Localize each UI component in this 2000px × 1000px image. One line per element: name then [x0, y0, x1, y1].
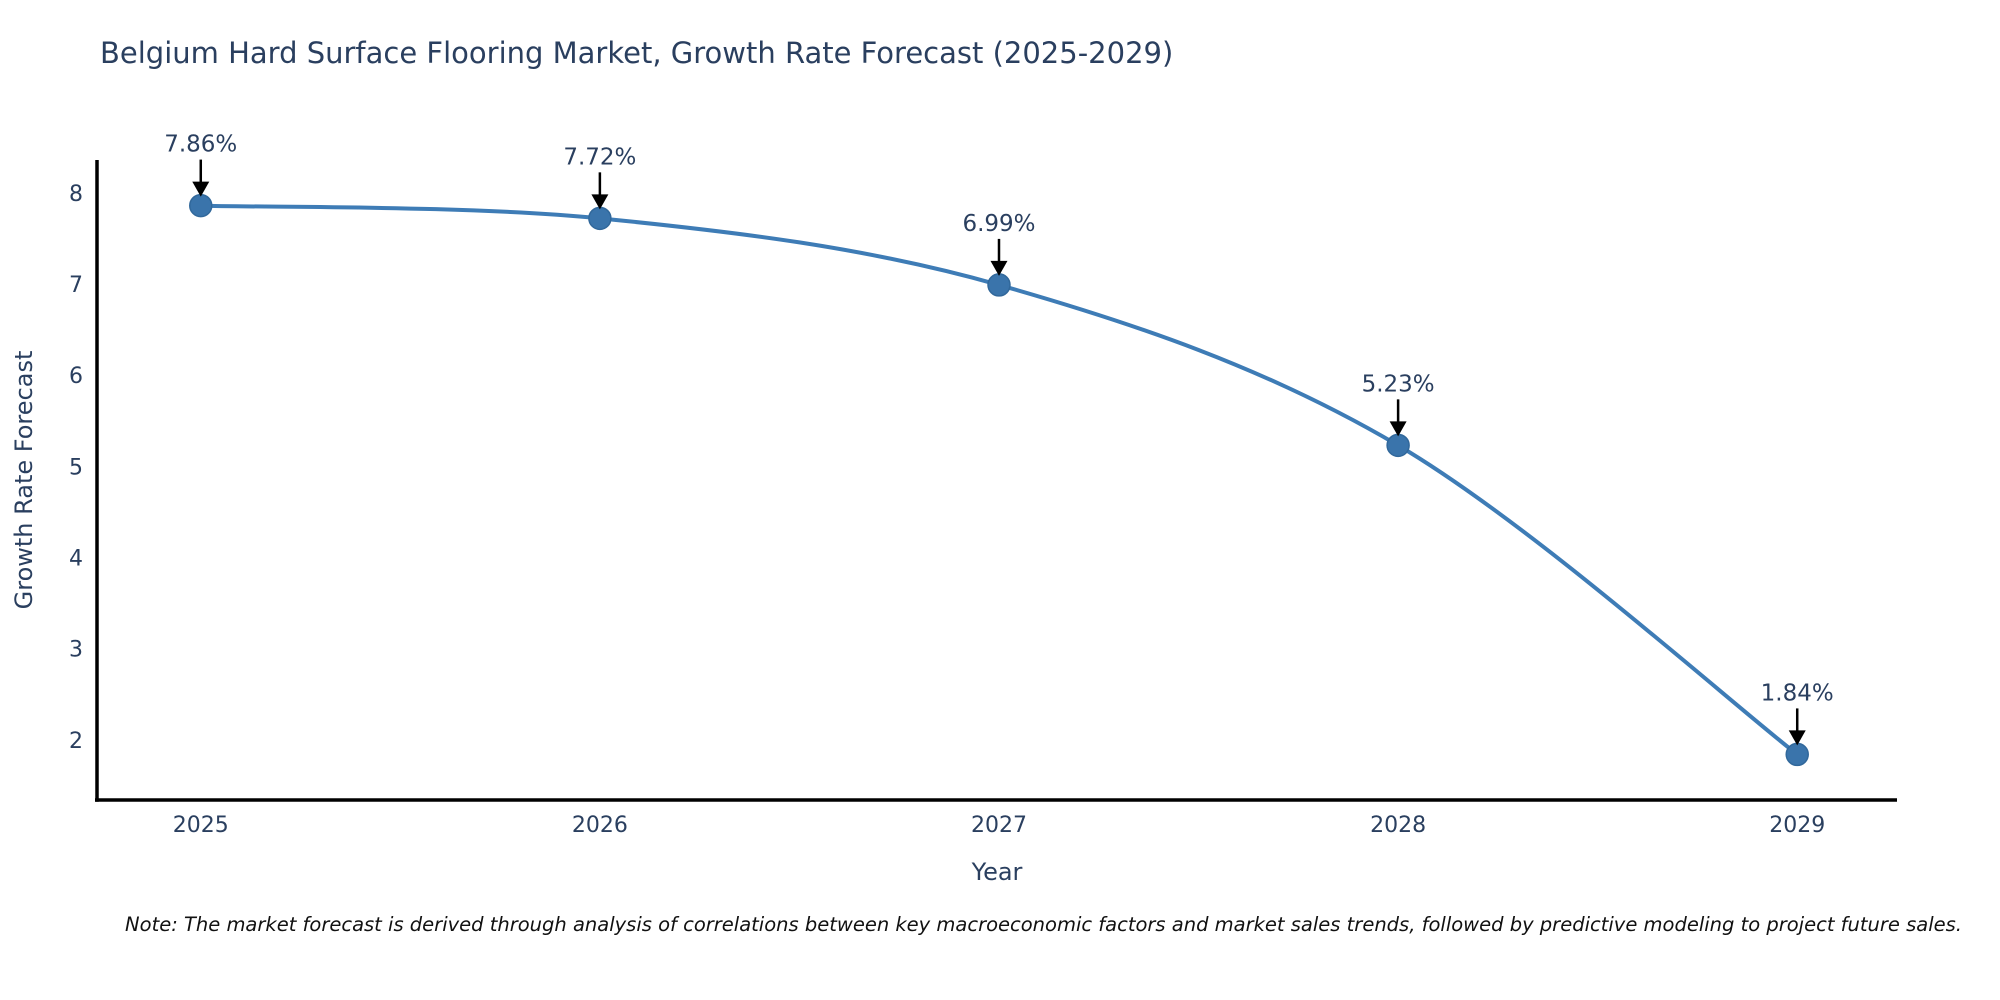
annotation-label: 1.84%	[1761, 680, 1834, 706]
y-tick-label: 6	[69, 364, 83, 389]
chart-footnote: Note: The market forecast is derived thr…	[125, 913, 1962, 936]
x-tick-label: 2027	[971, 813, 1027, 838]
annotation-arrowhead	[192, 181, 210, 197]
annotation-arrowhead	[990, 260, 1008, 276]
y-tick-label: 5	[69, 455, 83, 480]
y-tick-label: 2	[69, 729, 83, 754]
y-tick-label: 7	[69, 273, 83, 298]
x-axis-title: Year	[971, 858, 1023, 886]
annotation-arrowhead	[591, 194, 609, 210]
data-point[interactable]	[1386, 433, 1410, 458]
annotation-label: 7.86%	[164, 132, 237, 158]
x-tick-label: 2028	[1370, 813, 1426, 838]
annotation-arrowhead	[1788, 730, 1806, 746]
chart-title: Belgium Hard Surface Flooring Market, Gr…	[100, 36, 1174, 70]
data-point[interactable]	[189, 193, 213, 218]
data-point[interactable]	[1785, 742, 1809, 767]
y-axis-title: Growth Rate Forecast	[10, 351, 38, 610]
data-point[interactable]	[588, 206, 612, 231]
data-point[interactable]	[987, 273, 1011, 297]
y-tick-label: 3	[69, 638, 83, 663]
annotation-label: 5.23%	[1362, 371, 1435, 397]
x-tick-label: 2025	[173, 813, 229, 838]
x-tick-label: 2029	[1769, 813, 1825, 838]
y-tick-label: 4	[69, 546, 83, 571]
x-tick-label: 2026	[572, 813, 628, 838]
annotation-arrowhead	[1389, 421, 1407, 437]
y-tick-label: 8	[69, 182, 83, 207]
annotation-label: 7.72%	[563, 144, 636, 170]
annotation-label: 6.99%	[962, 211, 1035, 237]
